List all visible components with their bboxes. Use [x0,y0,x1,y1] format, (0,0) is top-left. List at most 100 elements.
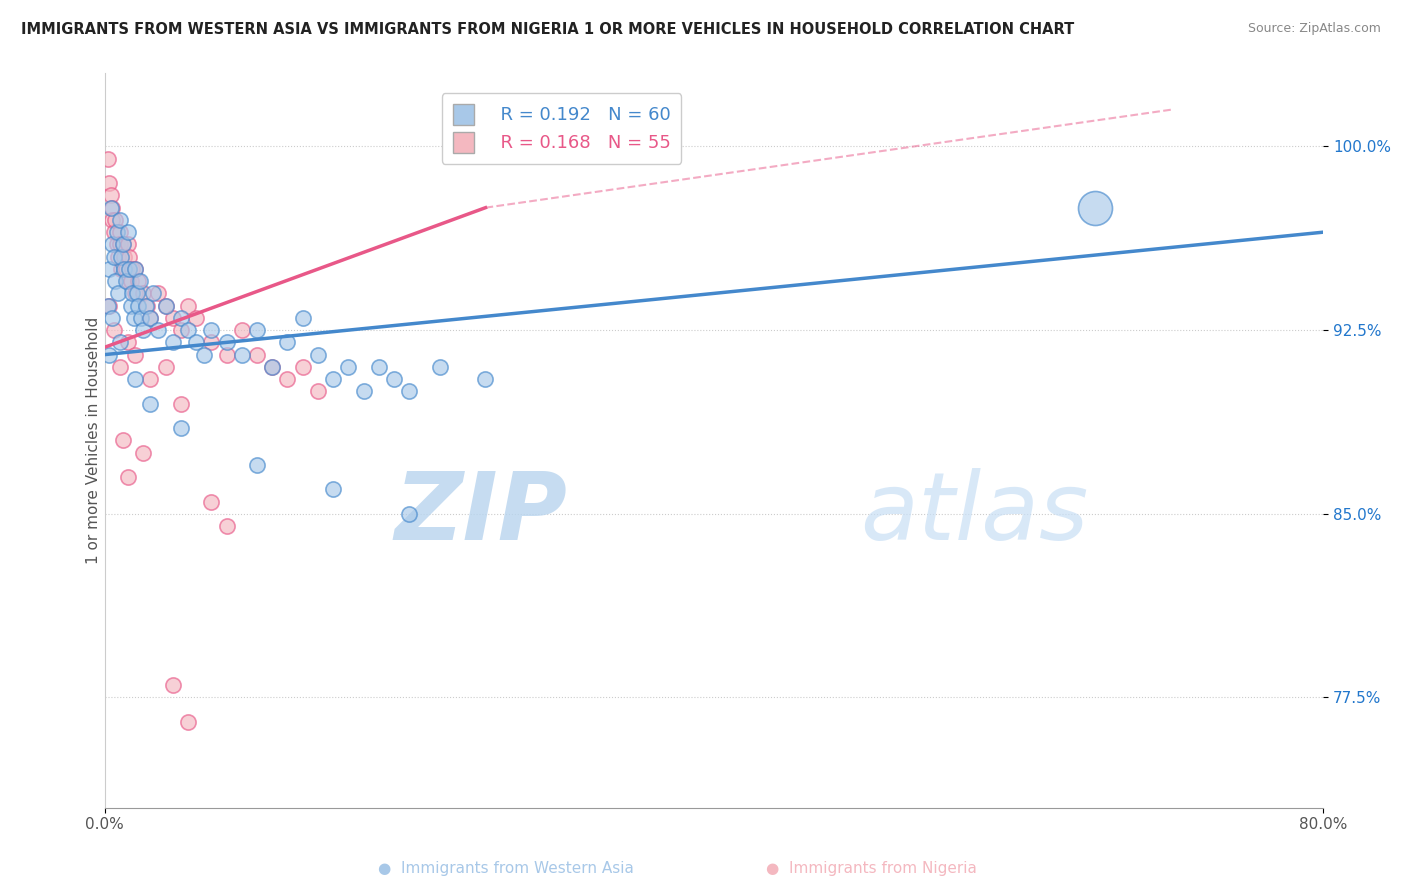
Point [170,323,193,337]
Point [124,261,146,276]
Point [132,286,155,301]
Point [132,445,155,459]
Text: ZIP: ZIP [395,467,568,560]
Point [193,348,215,362]
Point [262,359,284,374]
Point [124,372,146,386]
Point [124,261,146,276]
Point [108,335,131,350]
Point [322,372,344,386]
Point [246,348,269,362]
Point [108,225,131,239]
Point [139,372,162,386]
Point [97,299,120,313]
Point [398,384,420,399]
Point [177,299,200,313]
Point [155,299,177,313]
Point [127,299,149,313]
Point [120,274,142,288]
Point [117,274,139,288]
Point [121,286,143,301]
Point [246,323,269,337]
Point [474,372,496,386]
Point [146,323,169,337]
Point [120,299,142,313]
Point [246,458,269,472]
Point [103,225,125,239]
Point [100,188,122,202]
Point [184,335,207,350]
Point [146,286,169,301]
Point [111,237,134,252]
Point [108,237,131,252]
Point [398,507,420,521]
Point [215,519,238,533]
Point [104,213,127,227]
Point [307,384,329,399]
Point [200,494,222,508]
Point [231,348,253,362]
Point [98,299,121,313]
Point [101,237,124,252]
Point [1084,201,1107,215]
Point [128,274,150,288]
Point [98,176,121,190]
Point [117,237,139,252]
Point [107,250,129,264]
Point [429,359,451,374]
Point [262,359,284,374]
Point [117,470,139,484]
Text: ●  Immigrants from Western Asia: ● Immigrants from Western Asia [378,861,634,876]
Point [162,310,184,325]
Point [110,250,132,264]
Point [291,359,314,374]
Point [117,335,139,350]
Point [107,286,129,301]
Legend:   R = 0.192   N = 60,   R = 0.168   N = 55: R = 0.192 N = 60, R = 0.168 N = 55 [441,93,682,163]
Point [122,310,145,325]
Point [353,384,375,399]
Point [110,261,132,276]
Point [115,274,138,288]
Point [124,286,146,301]
Point [184,310,207,325]
Point [101,213,124,227]
Point [162,335,184,350]
Point [98,348,121,362]
Point [170,396,193,410]
Text: Source: ZipAtlas.com: Source: ZipAtlas.com [1247,22,1381,36]
Point [118,250,141,264]
Point [117,225,139,239]
Point [121,261,143,276]
Point [276,372,298,386]
Point [276,335,298,350]
Text: IMMIGRANTS FROM WESTERN ASIA VS IMMIGRANTS FROM NIGERIA 1 OR MORE VEHICLES IN HO: IMMIGRANTS FROM WESTERN ASIA VS IMMIGRAN… [21,22,1074,37]
Point [111,434,134,448]
Point [367,359,389,374]
Point [142,286,165,301]
Point [200,335,222,350]
Point [127,274,149,288]
Point [139,396,162,410]
Point [101,201,124,215]
Point [215,348,238,362]
Point [101,310,124,325]
Point [139,310,162,325]
Point [129,310,152,325]
Point [170,310,193,325]
Point [100,201,122,215]
Point [108,359,131,374]
Point [177,323,200,337]
Point [200,323,222,337]
Point [98,261,121,276]
Point [97,152,120,166]
Point [162,678,184,692]
Point [291,310,314,325]
Point [322,483,344,497]
Point [231,323,253,337]
Point [103,323,125,337]
Point [132,323,155,337]
Point [114,261,136,276]
Point [111,237,134,252]
Point [105,225,128,239]
